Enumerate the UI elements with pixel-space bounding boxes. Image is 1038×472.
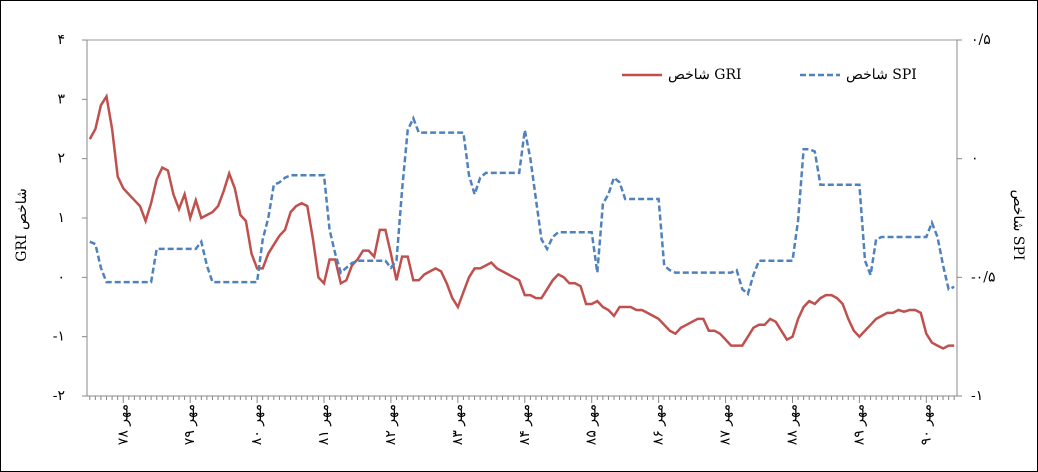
x-tick-label: مهر ۷۹: [182, 404, 198, 445]
x-tick-label: مهر ۸۵: [584, 404, 600, 445]
x-tick-label: مهر ۸۴: [517, 404, 533, 445]
x-tick-label: مهر ۸۰: [249, 404, 265, 445]
x-tick-label: مهر ۹۰: [918, 404, 934, 445]
x-tick-label: مهر ۸۸: [784, 404, 800, 445]
series-line: [89, 115, 955, 297]
y-tick-label: ۴: [57, 32, 65, 48]
legend-label: شاخص SPI: [846, 67, 917, 83]
y2-tick-label: -۰/۵: [971, 269, 996, 285]
y-tick-label: ۳: [57, 91, 65, 107]
x-tick-label: مهر ۸۹: [851, 404, 867, 445]
x-tick-label: مهر ۸۱: [316, 404, 332, 445]
y2-tick-label: ۰/۵: [971, 32, 991, 48]
x-tick-label: مهر ۷۸: [115, 404, 131, 445]
legend-label: شاخص GRI: [668, 67, 742, 83]
y2-tick-label: ۰: [971, 151, 979, 167]
x-tick-label: مهر ۸۳: [450, 404, 466, 445]
y-tick-label: -۲: [53, 388, 65, 404]
y-axis-title: شاخص GRI: [14, 188, 30, 262]
series-line: [88, 92, 955, 350]
y-tick-label: ۰: [57, 269, 65, 285]
x-tick-label: مهر ۸۶: [651, 404, 667, 445]
y-tick-label: ۲: [57, 151, 65, 167]
x-tick-label: مهر ۸۲: [383, 404, 399, 445]
y2-tick-label: -۱: [971, 388, 983, 404]
x-tick-label: مهر ۸۷: [718, 404, 734, 445]
y2-axis-title: شاخص SPI: [1010, 190, 1026, 261]
y-tick-label: ۱: [57, 210, 65, 226]
y-tick-label: -۱: [53, 329, 65, 345]
